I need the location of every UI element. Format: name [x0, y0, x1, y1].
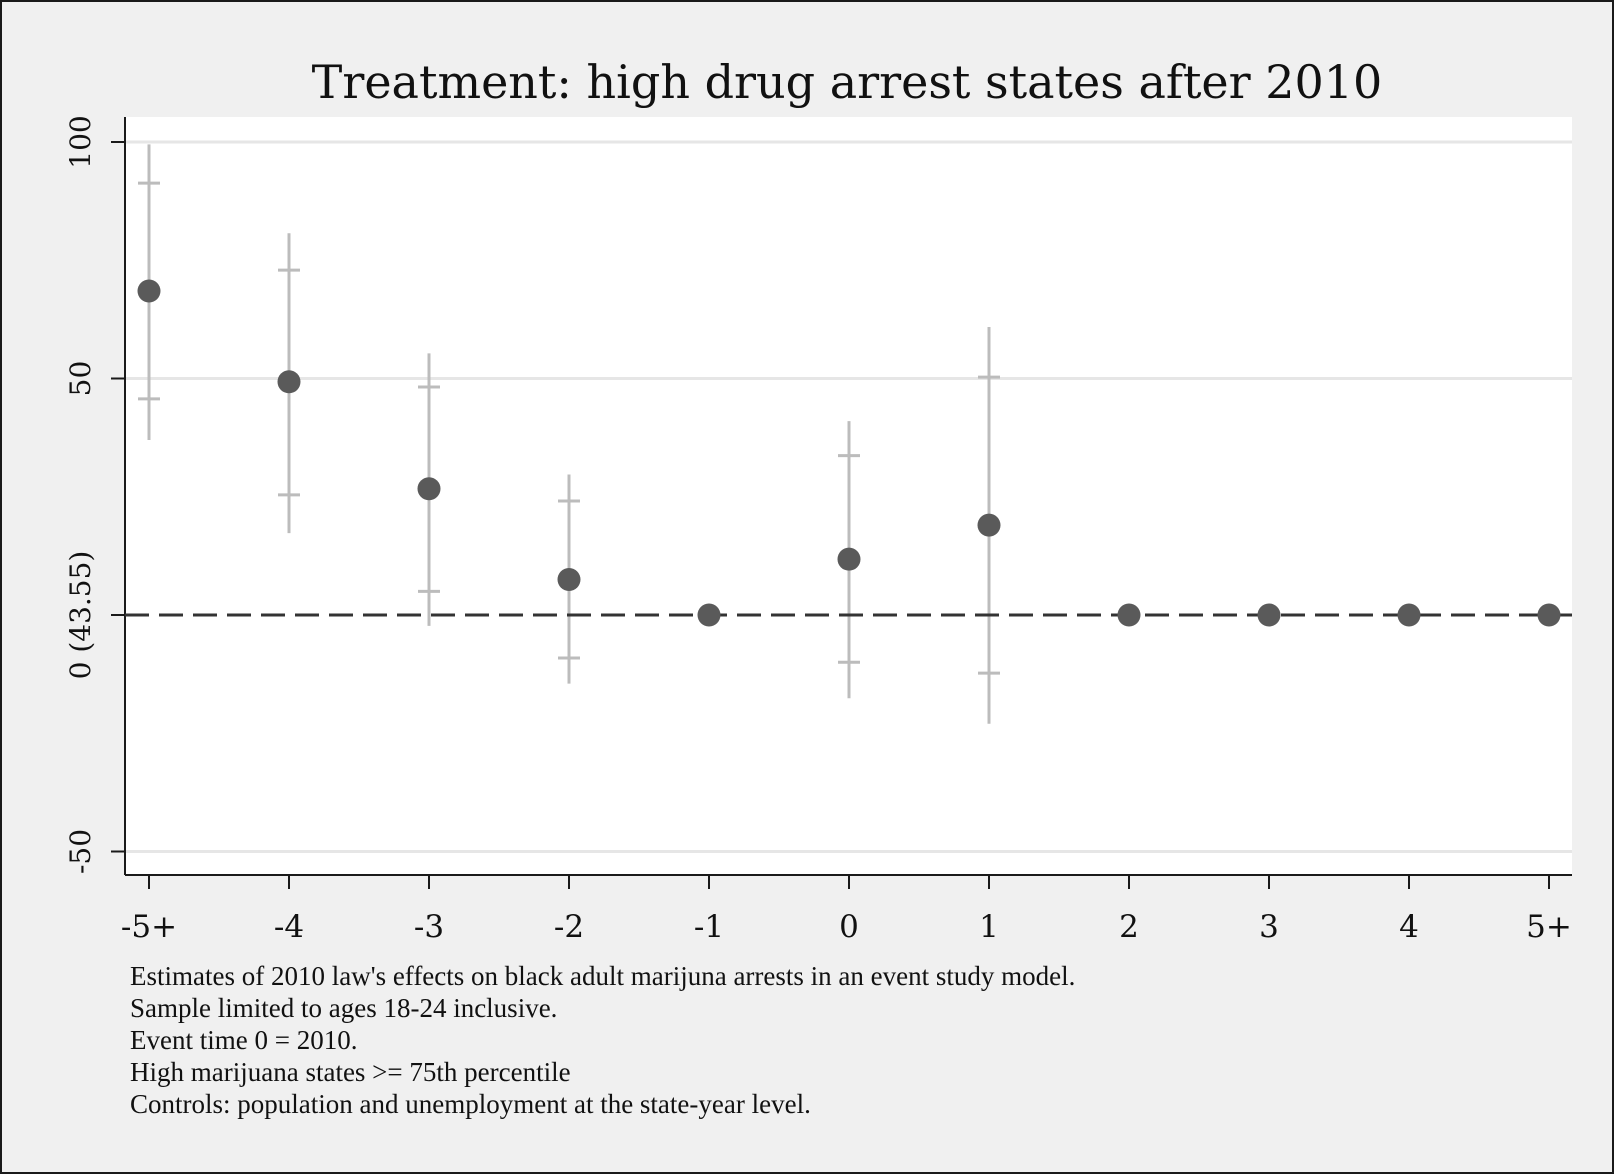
y-tick-label: 50 — [64, 361, 97, 397]
x-tick-label: 0 — [839, 909, 859, 945]
x-tick-label: 5+ — [1526, 909, 1572, 945]
point-estimate — [1397, 603, 1421, 627]
point-estimate — [1117, 603, 1141, 627]
point-estimate — [137, 279, 161, 303]
point-estimate — [557, 568, 581, 592]
point-estimate — [1257, 603, 1281, 627]
point-estimate — [1537, 603, 1561, 627]
x-tick-label: -3 — [414, 909, 444, 945]
note-line: High marijuana states >= 75th percentile — [130, 1057, 571, 1087]
axes — [111, 117, 1572, 889]
y-tick-label: -50 — [64, 829, 97, 874]
x-tick-label: -1 — [694, 909, 724, 945]
tick-labels: 100 50 0 (43.55) -50 -5+ -4 -3 -2 -1 0 1 2 3 4 5+ — [64, 115, 1572, 945]
point-estimates — [137, 279, 1561, 627]
note-line: Estimates of 2010 law's effects on black… — [130, 961, 1076, 991]
note-line: Controls: population and unemployment at… — [130, 1089, 811, 1119]
x-tick-label: -2 — [554, 909, 584, 945]
x-tick-label: 2 — [1119, 909, 1139, 945]
note-line: Sample limited to ages 18-24 inclusive. — [130, 993, 558, 1023]
y-tick-label: 0 (43.55) — [64, 551, 97, 680]
x-tick-label: -5+ — [121, 909, 177, 945]
point-estimate — [977, 513, 1001, 537]
point-estimate — [417, 477, 441, 501]
x-tick-label: -4 — [274, 909, 304, 945]
note-line: Event time 0 = 2010. — [130, 1025, 358, 1055]
chart-title: Treatment: high drug arrest states after… — [312, 55, 1383, 109]
point-estimate — [837, 547, 861, 571]
point-estimate — [277, 370, 301, 394]
figure-notes: Estimates of 2010 law's effects on black… — [130, 960, 1075, 1120]
y-tick-label: 100 — [64, 115, 97, 168]
x-tick-label: 4 — [1399, 909, 1419, 945]
x-tick-label: 1 — [979, 909, 999, 945]
point-estimate — [697, 603, 721, 627]
x-tick-label: 3 — [1259, 909, 1279, 945]
grid-lines — [125, 140, 1572, 853]
